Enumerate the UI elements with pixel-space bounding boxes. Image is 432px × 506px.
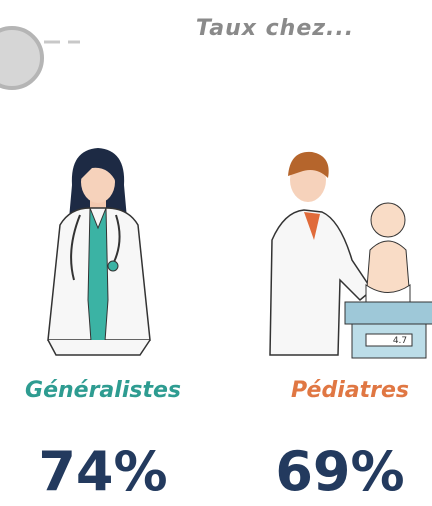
doctor-illustration [48,148,150,355]
group-label: Pédiatres [250,378,432,403]
title: Taux chez... [160,16,390,41]
group-value: 74% [3,440,203,503]
scale-reading: 4.7 [393,336,407,346]
pediatrician-illustration: 4.7 [270,152,432,358]
decor-circle [0,28,42,88]
illustrations: 4.7 [0,0,432,506]
page: {"header": {"title": "Taux chez..."}, "g… [0,0,432,506]
group-label: Généralistes [3,378,203,403]
group-value: 69% [240,440,432,503]
